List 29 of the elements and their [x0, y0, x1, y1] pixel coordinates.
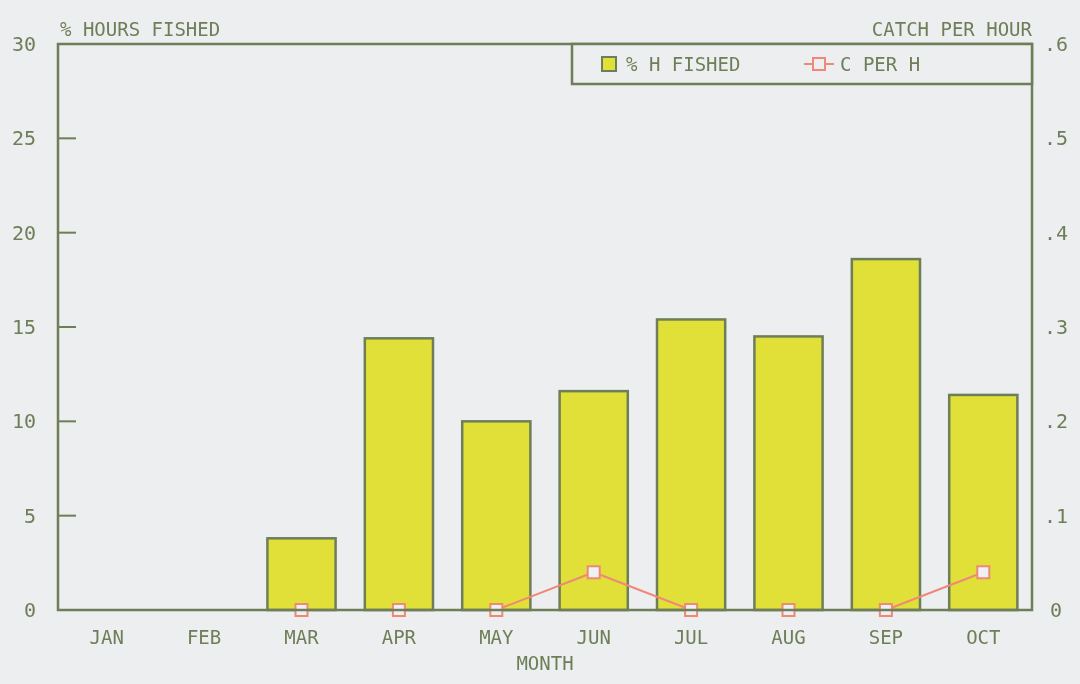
- x-tick-label: JUN: [576, 626, 611, 648]
- x-axis-title: MONTH: [516, 652, 574, 674]
- y-tick-label: 20: [11, 220, 36, 245]
- y2-tick-label: 0: [1049, 598, 1063, 622]
- y2-axis-title: CATCH PER HOUR: [871, 18, 1033, 40]
- x-tick-label: OCT: [966, 626, 1001, 648]
- y-tick-label: 30: [11, 32, 36, 56]
- y2-tick-label: .3: [1043, 315, 1069, 339]
- legend-label: % H FISHED: [626, 52, 741, 75]
- x-tick-label: FEB: [186, 626, 222, 648]
- y2-tick-label: .1: [1043, 503, 1069, 528]
- y2-tick-label: .4: [1043, 220, 1069, 245]
- x-tick-label: JUL: [673, 626, 709, 648]
- x-tick-label: APR: [381, 626, 417, 648]
- legend-label: C PER H: [840, 52, 921, 75]
- y-axis-title: % HOURS FISHED: [60, 18, 221, 40]
- x-tick-label: MAR: [284, 626, 320, 648]
- x-tick-label: MAY: [479, 626, 515, 648]
- x-tick-label: JAN: [89, 626, 124, 648]
- y-tick-label: 5: [23, 503, 36, 528]
- y-tick-label: 0: [23, 598, 36, 622]
- x-tick-label: SEP: [868, 626, 904, 648]
- y-tick-label: 15: [11, 315, 36, 339]
- y2-tick-label: .2: [1043, 409, 1069, 434]
- y2-tick-label: .5: [1043, 126, 1069, 151]
- x-tick-label: AUG: [771, 626, 806, 648]
- y2-tick-label: .6: [1043, 32, 1069, 56]
- y-tick-label: 25: [11, 126, 36, 151]
- y-tick-label: 10: [11, 409, 36, 434]
